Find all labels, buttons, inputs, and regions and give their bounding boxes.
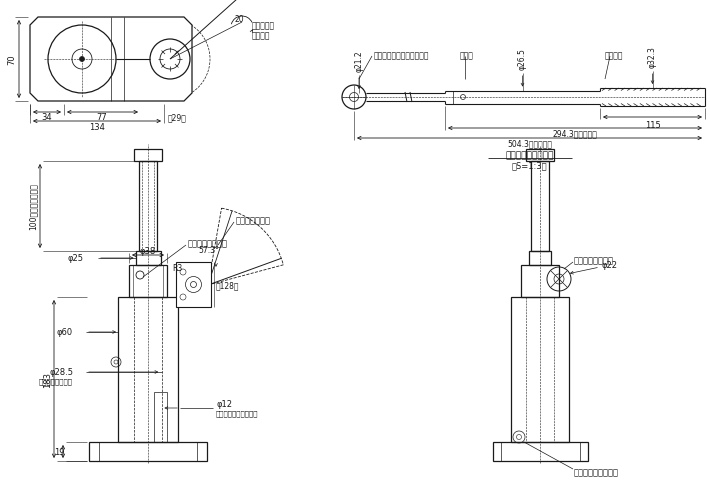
Text: リリーズスクリュウ: リリーズスクリュウ <box>574 468 619 477</box>
Text: φ60: φ60 <box>57 328 73 337</box>
Text: 操作レバー: 操作レバー <box>252 22 275 30</box>
Text: 100（ストローク）: 100（ストローク） <box>28 183 38 230</box>
Polygon shape <box>30 18 192 102</box>
Bar <box>531 162 549 252</box>
Text: 20: 20 <box>234 15 244 24</box>
Text: 34: 34 <box>42 113 53 122</box>
Text: 操作レバー差込口: 操作レバー差込口 <box>574 256 614 265</box>
Text: φ26.5: φ26.5 <box>518 48 527 70</box>
Text: （S=1:3）: （S=1:3） <box>512 161 547 170</box>
Text: （シリンダ内径）: （シリンダ内径） <box>39 378 73 384</box>
Text: 57.3°: 57.3° <box>198 246 219 255</box>
Bar <box>529 252 551 265</box>
Bar <box>154 392 167 442</box>
Bar <box>176 263 211 307</box>
Bar <box>521 265 559 298</box>
Text: 115: 115 <box>645 120 660 129</box>
Text: φ32.3: φ32.3 <box>648 46 657 68</box>
Bar <box>89 442 207 461</box>
Text: レバーソケット: レバーソケット <box>236 216 271 225</box>
Text: 134: 134 <box>89 122 105 131</box>
Text: 専用操作レバー詳細: 専用操作レバー詳細 <box>506 151 554 160</box>
Text: φ21.2: φ21.2 <box>354 50 364 72</box>
Text: 294.3（最短長）: 294.3（最短長） <box>552 129 597 138</box>
Text: オイルフィリング: オイルフィリング <box>188 239 228 248</box>
Bar <box>118 298 178 442</box>
Text: （128）: （128） <box>216 280 239 289</box>
Text: （ポンプピストン径）: （ポンプピストン径） <box>216 410 258 417</box>
Text: φ22: φ22 <box>602 261 618 270</box>
Bar <box>526 150 554 162</box>
Text: φ25: φ25 <box>67 254 83 263</box>
Text: 19: 19 <box>54 447 64 456</box>
Bar <box>136 252 160 265</box>
Bar <box>511 298 569 442</box>
Text: 183: 183 <box>43 371 53 387</box>
Text: φ28.5: φ28.5 <box>49 368 73 377</box>
Text: φ38: φ38 <box>140 247 156 256</box>
Text: 回転方向: 回転方向 <box>252 31 271 40</box>
Text: 77: 77 <box>97 113 107 122</box>
Text: リリーズスクリュウ差込口: リリーズスクリュウ差込口 <box>374 51 430 60</box>
Text: R3: R3 <box>172 264 182 273</box>
Text: ストッパ: ストッパ <box>605 51 623 60</box>
Text: 504.3（最伸長）: 504.3（最伸長） <box>507 139 552 148</box>
Bar <box>493 442 587 461</box>
Text: 70: 70 <box>8 55 16 65</box>
Bar <box>129 265 167 298</box>
Text: φ12: φ12 <box>216 400 232 408</box>
Bar <box>134 150 162 162</box>
Circle shape <box>80 58 84 62</box>
Text: 伸縮式: 伸縮式 <box>460 51 474 60</box>
Text: （29）: （29） <box>168 113 187 122</box>
Bar <box>139 162 157 252</box>
